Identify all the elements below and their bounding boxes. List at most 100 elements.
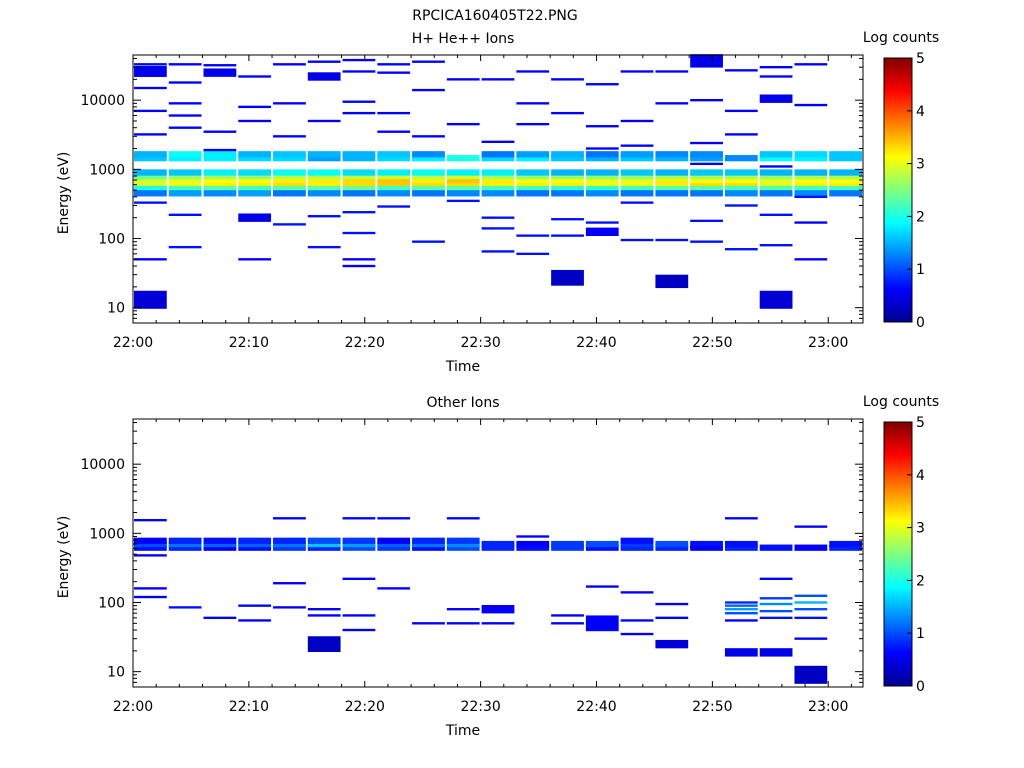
band-cell bbox=[168, 544, 202, 551]
count-cell bbox=[377, 71, 411, 74]
colorbar-label: Log counts bbox=[863, 30, 939, 46]
band-cell bbox=[759, 190, 793, 197]
x-tick-label: 23:00 bbox=[808, 335, 848, 351]
band-cell bbox=[342, 181, 376, 188]
band-cell bbox=[516, 176, 550, 184]
count-cell bbox=[794, 103, 828, 107]
count-cell bbox=[342, 258, 376, 261]
band-cell bbox=[690, 172, 723, 180]
band-cell bbox=[273, 544, 306, 551]
band-cell bbox=[585, 155, 619, 162]
band-cell bbox=[238, 181, 272, 188]
y-tick-label: 10000 bbox=[80, 93, 125, 109]
count-cell bbox=[446, 122, 480, 126]
count-cell bbox=[168, 606, 202, 609]
band-cell bbox=[585, 544, 619, 551]
band-cell bbox=[307, 155, 341, 162]
count-cell bbox=[377, 587, 411, 590]
band-cell bbox=[238, 185, 272, 193]
count-cell bbox=[446, 199, 480, 203]
band-cell bbox=[273, 176, 306, 184]
band-cell bbox=[377, 185, 411, 193]
band-cell bbox=[342, 185, 376, 193]
band-cell bbox=[307, 181, 341, 188]
count-cell bbox=[759, 244, 793, 247]
count-cell bbox=[516, 535, 550, 538]
count-cell bbox=[655, 602, 689, 606]
count-cell bbox=[481, 622, 515, 625]
band-cell bbox=[794, 169, 828, 176]
y-axis-label: Energy (eV) bbox=[56, 516, 72, 599]
band-cell bbox=[481, 176, 515, 184]
band-cell bbox=[516, 181, 550, 188]
x-tick-label: 22:30 bbox=[460, 335, 500, 351]
band-cell bbox=[620, 172, 654, 180]
count-cell bbox=[794, 601, 828, 604]
count-cell bbox=[342, 614, 376, 617]
band-cell bbox=[134, 172, 167, 180]
band-cell bbox=[759, 544, 793, 551]
band-cell bbox=[412, 172, 445, 180]
band-cell bbox=[481, 190, 515, 197]
band-cell bbox=[655, 185, 689, 193]
x-tick-label: 22:00 bbox=[113, 335, 153, 351]
band-cell bbox=[551, 190, 584, 197]
band-cell bbox=[829, 169, 862, 176]
count-cell bbox=[551, 269, 584, 286]
x-tick-label: 22:10 bbox=[229, 699, 269, 715]
count-cell bbox=[759, 609, 793, 613]
band-cell bbox=[620, 190, 654, 197]
band-cell bbox=[759, 169, 793, 176]
band-cell bbox=[620, 169, 654, 176]
count-cell bbox=[759, 94, 793, 103]
count-cell bbox=[307, 636, 341, 653]
count-cell bbox=[516, 252, 550, 256]
count-cell bbox=[168, 213, 202, 216]
count-cell bbox=[273, 582, 306, 585]
band-cell bbox=[759, 172, 793, 180]
count-cell bbox=[794, 665, 828, 684]
plot-frame bbox=[132, 418, 864, 688]
band-cell bbox=[168, 540, 202, 548]
colorbar-tick-label: 2 bbox=[916, 573, 925, 589]
band-cell bbox=[516, 172, 550, 180]
count-cell bbox=[551, 218, 584, 221]
count-cell bbox=[342, 100, 376, 103]
band-cell bbox=[342, 540, 376, 548]
heatmap-cells bbox=[134, 54, 862, 309]
count-cell bbox=[794, 594, 828, 597]
band-cell bbox=[690, 169, 723, 176]
band-cell bbox=[203, 185, 237, 193]
band-cell bbox=[655, 155, 689, 162]
y-tick-label: 100 bbox=[98, 595, 125, 611]
count-cell bbox=[203, 64, 237, 67]
colorbar-tick-label: 3 bbox=[916, 157, 925, 173]
count-cell bbox=[203, 68, 237, 77]
colorbar-tick-label: 4 bbox=[916, 104, 925, 120]
heatmap-cells bbox=[134, 517, 862, 684]
band-cell bbox=[273, 172, 306, 180]
band-cell bbox=[759, 155, 793, 162]
y-tick-label: 10 bbox=[107, 665, 125, 681]
count-cell bbox=[134, 587, 167, 590]
band-cell bbox=[273, 185, 306, 193]
y-tick-label: 10 bbox=[107, 301, 125, 317]
band-cell bbox=[551, 544, 584, 551]
count-cell bbox=[620, 591, 654, 594]
count-cell bbox=[134, 518, 167, 522]
band-cell bbox=[412, 151, 445, 158]
count-cell bbox=[342, 211, 376, 214]
count-cell bbox=[446, 517, 480, 520]
band-cell bbox=[829, 181, 862, 188]
band-cell bbox=[620, 185, 654, 193]
count-cell bbox=[585, 83, 619, 86]
plot-area bbox=[133, 419, 863, 687]
count-cell bbox=[342, 231, 376, 235]
band-cell bbox=[273, 181, 306, 188]
band-cell bbox=[412, 155, 445, 162]
count-cell bbox=[724, 204, 758, 207]
plot-frame bbox=[132, 54, 864, 324]
count-cell bbox=[273, 63, 306, 66]
band-cell bbox=[377, 172, 411, 180]
band-cell bbox=[794, 544, 828, 551]
